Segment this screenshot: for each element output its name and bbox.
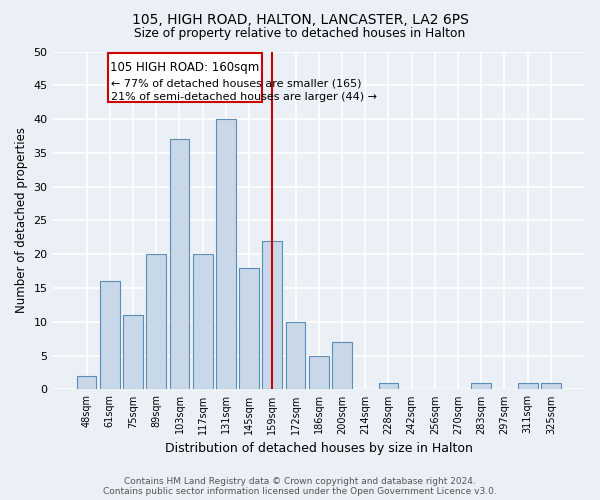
- Bar: [216, 119, 236, 390]
- Text: Contains public sector information licensed under the Open Government Licence v3: Contains public sector information licen…: [103, 487, 497, 496]
- Text: 105, HIGH ROAD, HALTON, LANCASTER, LA2 6PS: 105, HIGH ROAD, HALTON, LANCASTER, LA2 6…: [131, 12, 469, 26]
- Bar: [541, 382, 561, 390]
- Bar: [193, 254, 212, 390]
- Bar: [77, 376, 97, 390]
- Text: 105 HIGH ROAD: 160sqm: 105 HIGH ROAD: 160sqm: [110, 61, 259, 74]
- Bar: [100, 282, 119, 390]
- Bar: [107, 53, 262, 102]
- Bar: [309, 356, 329, 390]
- Text: Size of property relative to detached houses in Halton: Size of property relative to detached ho…: [134, 28, 466, 40]
- Bar: [146, 254, 166, 390]
- Text: Contains HM Land Registry data © Crown copyright and database right 2024.: Contains HM Land Registry data © Crown c…: [124, 477, 476, 486]
- Text: ← 77% of detached houses are smaller (165): ← 77% of detached houses are smaller (16…: [111, 78, 361, 88]
- Bar: [472, 382, 491, 390]
- Bar: [379, 382, 398, 390]
- Text: 21% of semi-detached houses are larger (44) →: 21% of semi-detached houses are larger (…: [111, 92, 377, 102]
- Bar: [332, 342, 352, 390]
- Bar: [518, 382, 538, 390]
- Y-axis label: Number of detached properties: Number of detached properties: [15, 128, 28, 314]
- Bar: [239, 268, 259, 390]
- Bar: [262, 240, 282, 390]
- X-axis label: Distribution of detached houses by size in Halton: Distribution of detached houses by size …: [165, 442, 473, 455]
- Bar: [286, 322, 305, 390]
- Bar: [123, 315, 143, 390]
- Bar: [170, 140, 190, 390]
